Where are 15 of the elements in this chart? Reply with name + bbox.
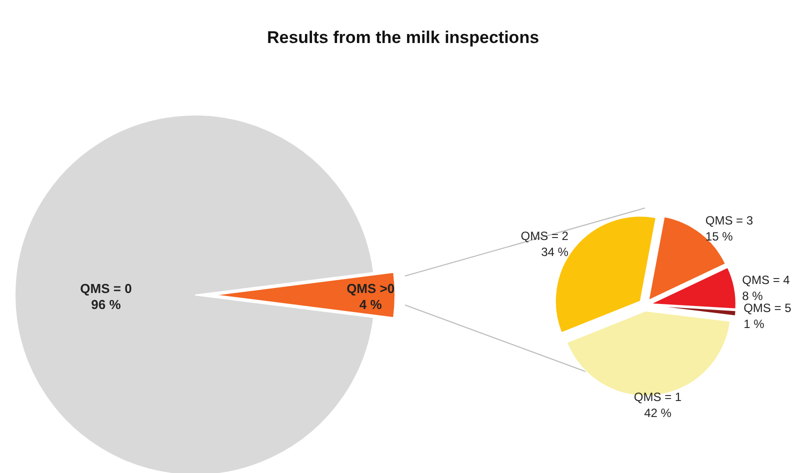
slice-label: QMS = 1: [634, 390, 682, 404]
slice-label: QMS = 0: [80, 281, 132, 296]
data-label: 1 %: [744, 316, 765, 331]
slice-label: QMS = 3: [705, 214, 754, 228]
data-label: 34 %: [541, 245, 569, 260]
data-label: 42 %: [644, 406, 672, 420]
slice-label: QMS = 4: [742, 273, 790, 288]
data-label: 15 %: [705, 230, 734, 244]
slice-label: QMS = 2: [520, 229, 569, 244]
data-label: 4 %: [359, 297, 382, 312]
slice-label: QMS >0: [346, 281, 395, 296]
data-label: 8 %: [742, 289, 764, 304]
slice-label: QMS = 5: [744, 300, 792, 315]
data-label: 96 %: [91, 297, 122, 312]
chart-title: Results from the milk inspections: [266, 28, 540, 48]
